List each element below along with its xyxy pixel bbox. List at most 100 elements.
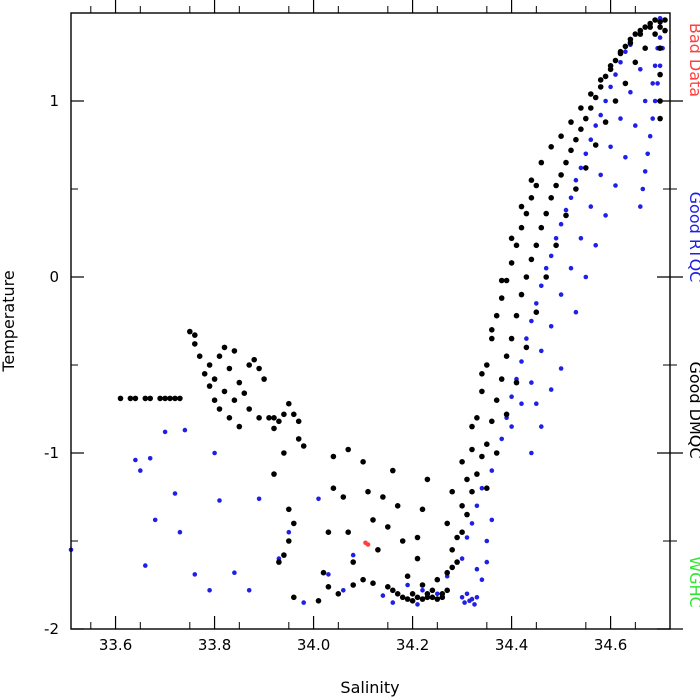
point-good-dmqc bbox=[518, 203, 525, 210]
point-good-dmqc bbox=[578, 126, 584, 132]
point-good-rtqc bbox=[539, 348, 544, 354]
point-good-dmqc bbox=[657, 45, 663, 51]
point-good-rtqc bbox=[650, 81, 655, 86]
point-good-dmqc bbox=[553, 182, 559, 189]
point-good-dmqc bbox=[612, 57, 619, 64]
point-good-dmqc bbox=[414, 594, 421, 601]
point-good-rtqc bbox=[380, 593, 386, 598]
point-good-dmqc bbox=[295, 418, 302, 425]
point-good-dmqc bbox=[434, 596, 441, 602]
point-good-dmqc bbox=[479, 371, 485, 377]
point-good-dmqc bbox=[286, 400, 292, 407]
point-good-rtqc bbox=[618, 60, 623, 65]
point-good-dmqc bbox=[127, 395, 134, 402]
point-good-rtqc bbox=[341, 588, 346, 593]
point-good-dmqc bbox=[419, 506, 426, 513]
point-good-dmqc bbox=[583, 115, 589, 122]
point-good-dmqc bbox=[439, 594, 446, 601]
point-good-rtqc bbox=[573, 177, 579, 183]
point-good-dmqc bbox=[612, 98, 619, 104]
point-good-dmqc bbox=[429, 594, 436, 601]
point-good-dmqc bbox=[370, 517, 376, 523]
point-good-rtqc bbox=[474, 595, 480, 600]
point-good-rtqc bbox=[652, 98, 658, 104]
point-good-rtqc bbox=[350, 552, 356, 558]
point-good-dmqc bbox=[291, 520, 297, 527]
point-good-dmqc bbox=[167, 395, 173, 402]
point-good-dmqc bbox=[211, 376, 218, 382]
point-good-dmqc bbox=[657, 71, 663, 78]
point-good-rtqc bbox=[462, 600, 467, 605]
point-good-dmqc bbox=[464, 511, 470, 518]
point-good-rtqc bbox=[583, 151, 589, 157]
point-good-dmqc bbox=[414, 534, 421, 541]
point-good-dmqc bbox=[256, 415, 262, 421]
point-good-dmqc bbox=[484, 485, 490, 492]
point-good-dmqc bbox=[657, 19, 663, 25]
point-good-rtqc bbox=[474, 503, 480, 509]
point-good-dmqc bbox=[538, 159, 545, 166]
point-good-dmqc bbox=[424, 591, 431, 597]
point-good-dmqc bbox=[508, 335, 515, 342]
point-good-dmqc bbox=[266, 415, 272, 421]
point-good-dmqc bbox=[281, 411, 287, 418]
point-good-dmqc bbox=[484, 362, 490, 368]
point-good-rtqc bbox=[548, 324, 554, 329]
point-good-dmqc bbox=[493, 312, 500, 319]
point-good-rtqc bbox=[588, 204, 594, 209]
point-good-dmqc bbox=[226, 415, 233, 421]
point-good-dmqc bbox=[147, 395, 153, 402]
point-good-dmqc bbox=[533, 242, 540, 249]
point-good-dmqc bbox=[662, 17, 668, 23]
point-good-dmqc bbox=[474, 415, 480, 421]
y-tick-label: 1 bbox=[49, 92, 59, 110]
point-good-dmqc bbox=[409, 591, 416, 597]
point-good-dmqc bbox=[602, 119, 609, 125]
point-good-dmqc bbox=[300, 443, 307, 449]
point-good-dmqc bbox=[216, 406, 223, 412]
point-good-rtqc bbox=[657, 35, 663, 40]
point-good-dmqc bbox=[489, 327, 495, 333]
point-good-rtqc bbox=[548, 387, 554, 392]
point-good-dmqc bbox=[157, 395, 163, 402]
point-good-dmqc bbox=[360, 576, 366, 583]
point-good-dmqc bbox=[454, 559, 460, 565]
point-good-dmqc bbox=[385, 584, 391, 590]
point-good-dmqc bbox=[365, 488, 371, 495]
point-good-rtqc bbox=[539, 424, 544, 429]
x-tick-label: 33.8 bbox=[198, 636, 231, 654]
point-good-rtqc bbox=[529, 318, 534, 324]
point-good-rtqc bbox=[623, 155, 628, 160]
point-good-dmqc bbox=[588, 105, 594, 111]
point-good-rtqc bbox=[499, 436, 505, 442]
y-tick-label: -2 bbox=[44, 620, 59, 638]
point-good-dmqc bbox=[548, 195, 554, 201]
point-good-dmqc bbox=[206, 383, 213, 389]
point-good-dmqc bbox=[523, 210, 530, 217]
point-good-dmqc bbox=[498, 277, 505, 284]
x-axis-title: Salinity bbox=[340, 678, 399, 697]
point-good-rtqc bbox=[484, 538, 490, 544]
point-good-rtqc bbox=[133, 457, 138, 463]
point-good-rtqc bbox=[509, 424, 514, 429]
point-good-dmqc bbox=[404, 596, 411, 602]
point-good-rtqc bbox=[657, 63, 663, 69]
x-tick-label: 33.6 bbox=[99, 636, 132, 654]
point-good-dmqc bbox=[469, 488, 475, 495]
point-good-rtqc bbox=[212, 450, 217, 456]
point-good-dmqc bbox=[187, 328, 193, 335]
point-good-dmqc bbox=[444, 587, 451, 594]
point-good-dmqc bbox=[325, 529, 332, 535]
point-good-dmqc bbox=[464, 476, 470, 483]
point-good-dmqc bbox=[276, 559, 282, 565]
point-good-dmqc bbox=[162, 395, 168, 402]
point-good-dmqc bbox=[286, 506, 292, 513]
point-good-rtqc bbox=[232, 570, 237, 575]
x-tick-label: 34.2 bbox=[396, 636, 429, 654]
point-good-dmqc bbox=[345, 529, 352, 535]
point-good-dmqc bbox=[533, 309, 540, 316]
point-good-rtqc bbox=[642, 169, 648, 174]
point-good-dmqc bbox=[459, 459, 465, 465]
point-bad-data bbox=[363, 540, 368, 546]
point-good-dmqc bbox=[469, 423, 475, 430]
